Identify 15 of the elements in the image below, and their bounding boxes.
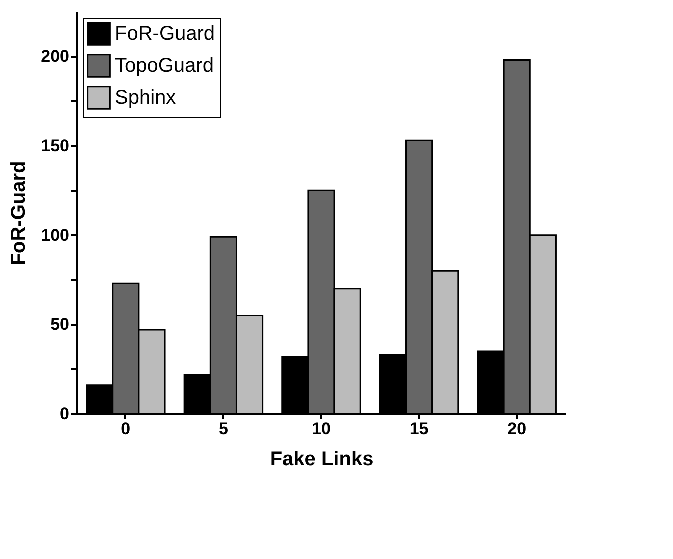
y-tick-label: 150 — [41, 136, 70, 156]
legend-label: FoR-Guard — [115, 23, 216, 45]
legend-label: Sphinx — [115, 87, 176, 109]
y-tick-label: 0 — [60, 404, 70, 424]
x-tick-label: 0 — [121, 420, 131, 438]
y-tick-label: 100 — [41, 226, 70, 245]
y-tick-label: 50 — [50, 315, 70, 334]
x-axis-title: Fake Links — [270, 448, 374, 470]
x-tick-label: 20 — [508, 420, 527, 438]
legend-label: TopoGuard — [115, 55, 214, 77]
y-tick-label: 200 — [41, 47, 70, 66]
x-tick-label: 10 — [312, 420, 331, 438]
x-tick-label: 5 — [218, 420, 228, 438]
x-tick-label: 15 — [410, 420, 429, 438]
y-axis-title: FoR-Guard — [8, 161, 30, 266]
